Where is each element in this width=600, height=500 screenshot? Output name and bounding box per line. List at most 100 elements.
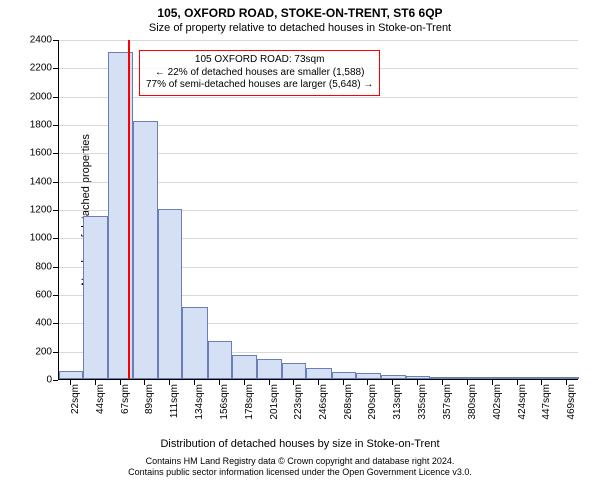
y-tick-mark — [53, 182, 58, 183]
histogram-bar — [506, 377, 530, 379]
y-tick-mark — [53, 323, 58, 324]
y-tick-mark — [53, 352, 58, 353]
y-tick-mark — [53, 238, 58, 239]
x-tick-mark — [343, 380, 344, 385]
x-tick-label: 402sqm — [492, 384, 503, 420]
y-tick-label: 1000 — [2, 233, 52, 244]
x-tick-label: 424sqm — [517, 384, 528, 420]
x-tick-label: 44sqm — [95, 384, 106, 414]
y-tick-label: 2200 — [2, 63, 52, 74]
x-tick-label: 357sqm — [442, 384, 453, 420]
x-tick-label: 111sqm — [169, 384, 180, 418]
x-tick-mark — [219, 380, 220, 385]
x-tick-label: 22sqm — [70, 384, 81, 414]
y-tick-label: 1600 — [2, 148, 52, 159]
y-tick-mark — [53, 380, 58, 381]
y-tick-mark — [53, 210, 58, 211]
annotation-line-1: 105 OXFORD ROAD: 73sqm — [146, 54, 373, 67]
x-tick-mark — [492, 380, 493, 385]
y-tick-label: 0 — [2, 375, 52, 386]
histogram-bar — [282, 363, 306, 379]
chart-container: Number of detached properties 105 OXFORD… — [58, 40, 578, 380]
y-tick-label: 1200 — [2, 205, 52, 216]
y-tick-label: 600 — [2, 290, 52, 301]
histogram-bar — [430, 377, 456, 379]
x-tick-label: 335sqm — [417, 384, 428, 420]
x-tick-label: 469sqm — [566, 384, 577, 420]
x-tick-mark — [541, 380, 542, 385]
x-tick-mark — [244, 380, 245, 385]
x-tick-label: 89sqm — [144, 384, 155, 414]
x-tick-mark — [417, 380, 418, 385]
histogram-bar — [232, 355, 258, 379]
y-tick-label: 1800 — [2, 120, 52, 131]
x-tick-label: 380sqm — [467, 384, 478, 420]
y-tick-label: 200 — [2, 346, 52, 357]
footer: Contains HM Land Registry data © Crown c… — [0, 456, 600, 479]
histogram-bar — [59, 371, 83, 380]
x-axis-label: Distribution of detached houses by size … — [0, 438, 600, 450]
annotation-box: 105 OXFORD ROAD: 73sqm ← 22% of detached… — [139, 50, 380, 96]
histogram-bar — [555, 377, 579, 379]
y-tick-label: 400 — [2, 318, 52, 329]
x-tick-mark — [517, 380, 518, 385]
y-tick-label: 2000 — [2, 91, 52, 102]
x-tick-mark — [120, 380, 121, 385]
y-tick-mark — [53, 295, 58, 296]
chart-subtitle: Size of property relative to detached ho… — [0, 22, 600, 34]
x-tick-label: 447sqm — [541, 384, 552, 420]
y-tick-label: 800 — [2, 261, 52, 272]
x-tick-label: 313sqm — [392, 384, 403, 420]
x-tick-label: 201sqm — [269, 384, 280, 420]
chart-main-title: 105, OXFORD ROAD, STOKE-ON-TRENT, ST6 6Q… — [0, 0, 600, 20]
x-tick-mark — [467, 380, 468, 385]
x-tick-label: 134sqm — [194, 384, 205, 420]
x-tick-mark — [269, 380, 270, 385]
x-tick-mark — [144, 380, 145, 385]
histogram-bar — [182, 307, 208, 379]
y-tick-label: 2400 — [2, 35, 52, 46]
x-tick-mark — [392, 380, 393, 385]
histogram-bar — [83, 216, 107, 379]
x-tick-label: 223sqm — [293, 384, 304, 420]
histogram-bar — [257, 359, 281, 379]
histogram-bar — [332, 372, 356, 379]
x-tick-mark — [70, 380, 71, 385]
x-tick-mark — [442, 380, 443, 385]
property-marker-line — [128, 40, 130, 379]
y-tick-mark — [53, 153, 58, 154]
x-tick-mark — [318, 380, 319, 385]
histogram-bar — [406, 376, 430, 379]
histogram-bar — [530, 377, 554, 379]
histogram-bar — [133, 121, 157, 379]
histogram-bar — [456, 377, 480, 379]
histogram-bar — [306, 368, 332, 379]
x-tick-mark — [169, 380, 170, 385]
plot-area: 105 OXFORD ROAD: 73sqm ← 22% of detached… — [58, 40, 578, 380]
histogram-bar — [480, 377, 506, 379]
annotation-line-2: ← 22% of detached houses are smaller (1,… — [146, 67, 373, 80]
x-tick-mark — [95, 380, 96, 385]
x-tick-label: 268sqm — [343, 384, 354, 420]
histogram-bar — [158, 209, 182, 379]
histogram-bar — [356, 373, 380, 379]
footer-line-1: Contains HM Land Registry data © Crown c… — [0, 456, 600, 467]
histogram-bar — [208, 341, 232, 379]
y-tick-mark — [53, 68, 58, 69]
y-tick-mark — [53, 267, 58, 268]
x-tick-mark — [566, 380, 567, 385]
y-tick-mark — [53, 125, 58, 126]
footer-line-2: Contains public sector information licen… — [0, 467, 600, 478]
x-tick-label: 156sqm — [219, 384, 230, 420]
y-tick-label: 1400 — [2, 176, 52, 187]
x-tick-label: 178sqm — [244, 384, 255, 420]
annotation-line-3: 77% of semi-detached houses are larger (… — [146, 79, 373, 92]
x-tick-mark — [293, 380, 294, 385]
y-tick-mark — [53, 40, 58, 41]
x-tick-mark — [194, 380, 195, 385]
x-tick-label: 67sqm — [120, 384, 131, 414]
y-tick-mark — [53, 97, 58, 98]
x-tick-label: 246sqm — [318, 384, 329, 420]
histogram-bar — [381, 375, 407, 379]
x-tick-label: 290sqm — [367, 384, 378, 420]
